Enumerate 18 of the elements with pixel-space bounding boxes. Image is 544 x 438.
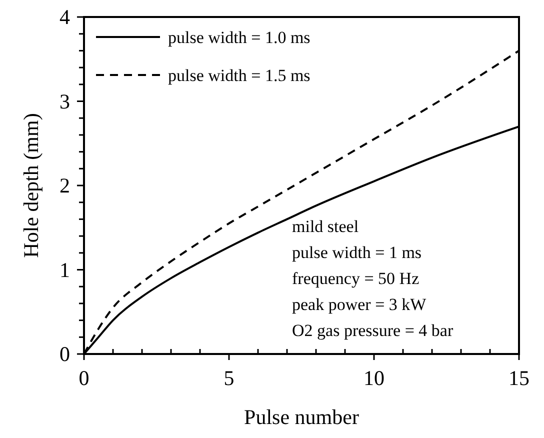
y-tick-label: 2 — [60, 174, 70, 198]
y-tick-label: 3 — [60, 89, 70, 114]
y-tick-label: 4 — [60, 5, 70, 29]
x-tick-label: 0 — [78, 366, 90, 390]
x-tick-label: 10 — [364, 366, 384, 390]
annotation: O2 gas pressure = 4 bar — [292, 321, 454, 340]
annotation: mild steel — [292, 217, 359, 236]
x-axis-title: Pulse number — [244, 405, 359, 429]
y-tick-label: 1 — [60, 258, 70, 282]
x-tick-label: 5 — [224, 366, 234, 390]
legend-label: pulse width = 1.5 ms — [168, 66, 310, 85]
x-tick-label: 15 — [508, 366, 530, 390]
y-tick-label: 0 — [60, 342, 70, 366]
annotation: pulse width = 1 ms — [292, 243, 422, 262]
annotation: peak power = 3 kW — [292, 295, 428, 314]
legend-label: pulse width = 1.0 ms — [168, 28, 310, 47]
annotation: frequency = 50 Hz — [292, 269, 420, 288]
y-axis-title: Hole depth (mm) — [19, 113, 43, 258]
